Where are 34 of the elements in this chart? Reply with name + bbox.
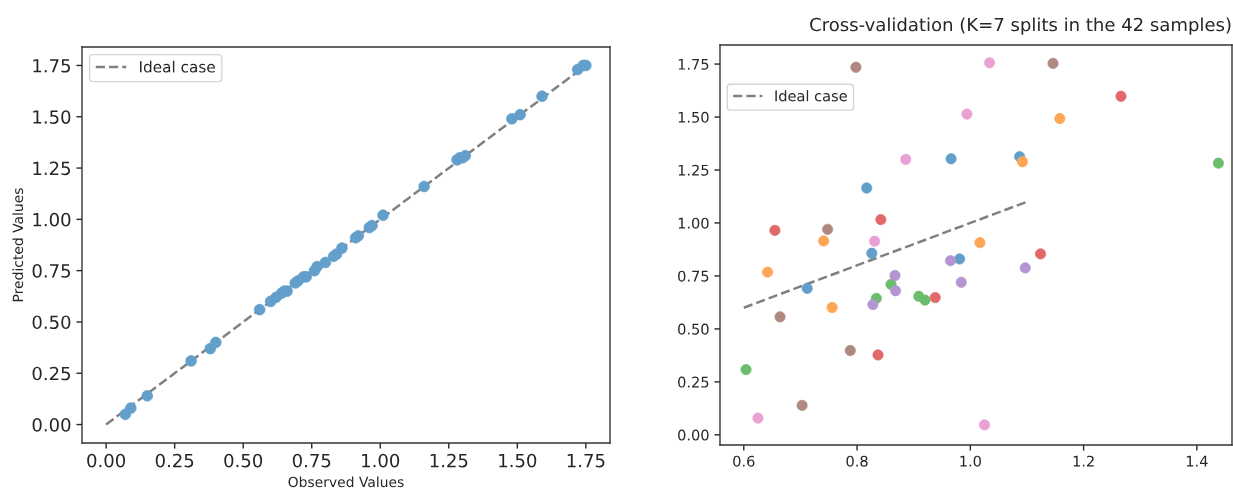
legend-label: Ideal case: [140, 60, 215, 73]
y-tick-label: 1.50: [678, 111, 709, 123]
y-tick-label: 0.25: [678, 376, 709, 388]
x-tick-label: 1.00: [362, 453, 400, 468]
y-tick-label: 1.75: [678, 58, 709, 70]
y-tick-label: 1.25: [33, 161, 71, 176]
y-tick-label: 0.00: [678, 429, 709, 441]
x-tick-label: 1.4: [1186, 455, 1208, 467]
x-tick-label: 1.50: [499, 453, 537, 468]
y-tick-label: 1.25: [678, 164, 709, 176]
x-tick-label: 1.25: [430, 453, 468, 468]
x-tick-label: 0.6: [733, 455, 755, 467]
y-tick-label: 0.75: [678, 270, 709, 282]
y-tick-label: 0.75: [32, 264, 71, 278]
x-tick-label: 1.0: [960, 455, 981, 467]
x-tick-label: 0.00: [87, 453, 126, 468]
x-tick-label: 0.8: [846, 455, 868, 467]
y-tick-label: 0.50: [678, 323, 709, 335]
x-tick-label: 0.25: [155, 453, 194, 468]
y-tick-label: 0.50: [32, 315, 71, 330]
y-tick-label: 1.00: [33, 212, 71, 227]
x-tick-label: 1.2: [1073, 455, 1094, 467]
chart-title: Cross-validation (K=7 splits in the 42 samples): [810, 17, 1231, 35]
y-tick-label: 1.75: [33, 59, 71, 73]
y-tick-label: 1.50: [33, 110, 71, 124]
x-tick-label: 0.50: [224, 453, 263, 468]
legend-label: Ideal case: [775, 90, 847, 102]
y-tick-label: 1.00: [678, 217, 709, 229]
y-tick-label: 0.00: [32, 417, 71, 432]
x-tick-label: 0.75: [292, 453, 331, 468]
y-axis-title: Predicted Values: [12, 188, 24, 302]
y-tick-label: 0.25: [32, 366, 71, 381]
x-axis-title: Observed Values: [288, 476, 404, 488]
x-tick-label: 1.75: [567, 453, 605, 468]
